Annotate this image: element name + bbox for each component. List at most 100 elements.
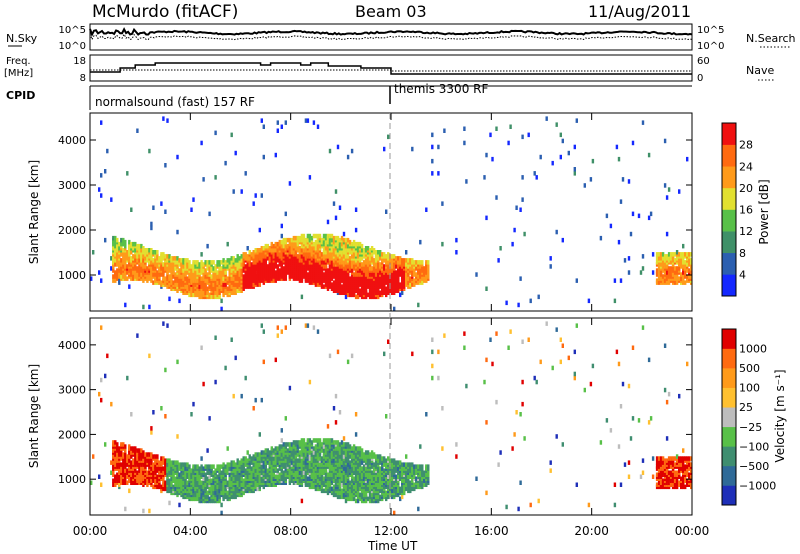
power-cell bbox=[160, 258, 163, 263]
power-cell bbox=[236, 262, 239, 267]
velocity-cell bbox=[286, 462, 290, 467]
velocity-cell bbox=[336, 444, 340, 449]
velocity-cell bbox=[192, 492, 195, 498]
power-cell bbox=[294, 235, 298, 241]
power-cell bbox=[393, 306, 396, 312]
power-cell bbox=[675, 250, 679, 255]
velocity-cell bbox=[272, 448, 275, 453]
power-cell bbox=[210, 274, 213, 279]
velocity-cell bbox=[244, 482, 247, 487]
power-cell bbox=[360, 294, 364, 300]
power-cell bbox=[300, 233, 304, 239]
power-cell bbox=[210, 280, 213, 285]
velocity-cell bbox=[268, 456, 271, 461]
power-cell bbox=[336, 144, 340, 150]
power-cell bbox=[296, 262, 300, 267]
power-cell bbox=[172, 280, 175, 285]
power-cell bbox=[338, 237, 342, 243]
velocity-cell bbox=[208, 480, 211, 485]
power-cell bbox=[192, 288, 195, 293]
power-cell bbox=[202, 276, 205, 281]
power-cell bbox=[385, 292, 388, 298]
velocity-cell bbox=[160, 468, 163, 473]
power-cell bbox=[659, 276, 663, 281]
power-cell bbox=[112, 268, 115, 273]
velocity-cell bbox=[312, 472, 316, 477]
velocity-cell bbox=[296, 444, 300, 449]
velocity-cell bbox=[350, 478, 354, 483]
velocity-cell bbox=[114, 482, 117, 487]
velocity-cell bbox=[174, 460, 177, 465]
power-cell bbox=[346, 282, 350, 287]
power-cell bbox=[411, 146, 414, 152]
velocity-cell bbox=[240, 393, 243, 399]
power-cell bbox=[665, 270, 669, 275]
velocity-cell bbox=[306, 323, 310, 328]
velocity-cell bbox=[202, 381, 205, 387]
power-cell bbox=[252, 201, 255, 206]
velocity-cell bbox=[202, 480, 205, 485]
power-cell bbox=[427, 260, 430, 265]
power-cell bbox=[192, 260, 195, 265]
power-cell bbox=[372, 258, 376, 263]
velocity-cell bbox=[330, 486, 334, 492]
power-cell bbox=[350, 148, 354, 154]
power-cell bbox=[148, 254, 151, 259]
velocity-cell bbox=[310, 452, 314, 457]
power-cell bbox=[278, 239, 281, 245]
power-cell bbox=[680, 258, 683, 263]
power-cell bbox=[379, 276, 382, 281]
power-cell bbox=[304, 237, 308, 243]
velocity-cell bbox=[296, 440, 300, 445]
power-cell bbox=[262, 154, 265, 160]
power-cell bbox=[214, 264, 217, 269]
power-cell bbox=[314, 233, 318, 239]
velocity-cell bbox=[126, 454, 129, 459]
power-cell bbox=[282, 237, 285, 243]
velocity-cell bbox=[152, 462, 155, 467]
velocity-cell bbox=[256, 452, 259, 457]
power-cell bbox=[332, 201, 336, 206]
power-cell bbox=[583, 183, 586, 188]
power-cell bbox=[212, 290, 215, 295]
power-cell bbox=[322, 272, 326, 277]
power-cell bbox=[336, 239, 340, 245]
power-cell bbox=[152, 250, 155, 255]
power-cell bbox=[358, 256, 362, 261]
velocity-cell bbox=[112, 482, 115, 487]
power-cell bbox=[156, 270, 159, 275]
power-cell bbox=[535, 175, 538, 180]
power-cell bbox=[342, 262, 346, 267]
power-cell bbox=[387, 270, 390, 275]
power-cell bbox=[401, 280, 404, 285]
velocity-cell bbox=[280, 448, 283, 453]
power-cell bbox=[403, 274, 406, 279]
power-cell bbox=[385, 286, 388, 291]
velocity-cell bbox=[220, 502, 223, 508]
velocity-cell bbox=[290, 442, 294, 447]
power-cell bbox=[342, 231, 346, 237]
velocity-cell bbox=[286, 448, 290, 453]
velocity-cell bbox=[254, 452, 257, 457]
velocity-cell bbox=[288, 464, 292, 469]
velocity-cell bbox=[90, 480, 93, 485]
power-cell bbox=[366, 274, 370, 279]
velocity-cell bbox=[156, 468, 159, 473]
velocity-cell bbox=[122, 464, 125, 469]
power-cell bbox=[665, 274, 669, 279]
power-cell bbox=[401, 290, 404, 295]
power-cell bbox=[688, 268, 691, 273]
power-cell bbox=[326, 258, 330, 263]
velocity-cell bbox=[164, 458, 167, 463]
velocity-cell bbox=[158, 470, 161, 475]
velocity-cell bbox=[234, 462, 237, 467]
velocity-cell bbox=[146, 480, 149, 485]
velocity-cell bbox=[350, 468, 354, 473]
power-cell bbox=[200, 280, 203, 285]
power-cell bbox=[417, 302, 420, 308]
velocity-cell bbox=[334, 393, 338, 399]
velocity-cell bbox=[326, 462, 330, 467]
velocity-cell bbox=[280, 444, 283, 449]
velocity-cell bbox=[282, 456, 285, 461]
